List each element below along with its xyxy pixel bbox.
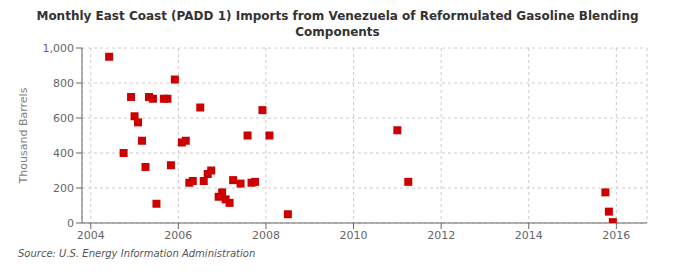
svg-text:Thousand Barrels: Thousand Barrels [17, 87, 30, 184]
svg-text:2008: 2008 [252, 229, 280, 242]
svg-text:1,000: 1,000 [43, 42, 75, 55]
svg-text:800: 800 [53, 77, 74, 90]
html-text:Monthly East Coast (PADD 1) Im: Monthly East Coast (PADD 1) Imports from… [36, 9, 639, 23]
svg-text:400: 400 [53, 147, 74, 160]
svg-text:2016: 2016 [602, 229, 630, 242]
svg-text:2010: 2010 [340, 229, 368, 242]
html-text:Components: Components [295, 25, 380, 39]
svg-text:2012: 2012 [427, 229, 455, 242]
svg-text:600: 600 [53, 112, 74, 125]
svg-text:2004: 2004 [77, 229, 105, 242]
svg-text:2014: 2014 [515, 229, 543, 242]
html-text:Source: U.S. Energy Informatio: Source: U.S. Energy Information Administ… [18, 248, 256, 259]
svg-text:2006: 2006 [164, 229, 192, 242]
svg-text:0: 0 [67, 217, 74, 230]
svg-text:200: 200 [53, 182, 74, 195]
